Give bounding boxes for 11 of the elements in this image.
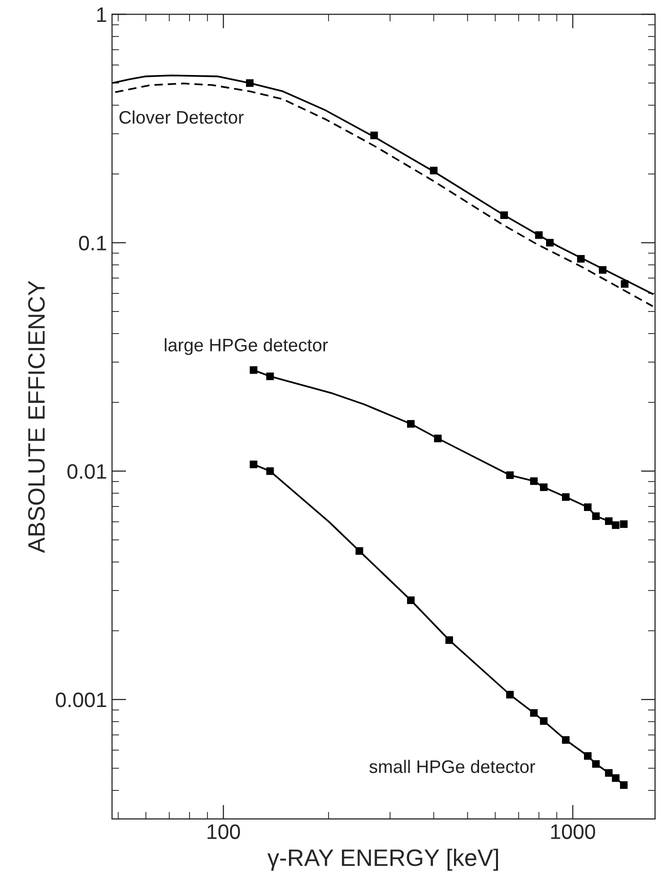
x-tick-label: 100 (208, 824, 240, 840)
x-tick-label: 1000 (551, 824, 596, 840)
y-tick-label: 0.001 (56, 692, 106, 708)
annotation: Clover Detector (119, 110, 244, 124)
y-axis-title: ABSOLUTE EFFICIENCY (28, 280, 45, 554)
y-tick-label: 1 (97, 8, 106, 22)
y-tick-label: 0.01 (67, 464, 106, 479)
annotation: large HPGe detector (164, 338, 328, 356)
x-axis-title: γ-RAY ENERGY [keV] (267, 848, 498, 871)
annotation: small HPGe detector (369, 760, 536, 774)
y-tick-label: 0.1 (79, 236, 106, 250)
